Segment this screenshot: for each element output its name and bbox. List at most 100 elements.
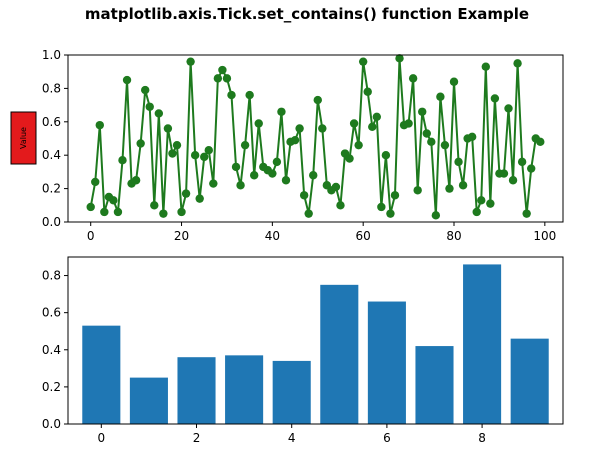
line-point	[377, 202, 386, 212]
line-point	[204, 145, 213, 155]
line-point	[209, 179, 218, 188]
line-point	[372, 112, 382, 121]
bar	[177, 357, 216, 424]
line-point	[449, 77, 459, 86]
line-point	[486, 199, 495, 208]
y-tick-label: 0.4	[42, 148, 61, 162]
line-point	[499, 169, 509, 178]
line-point	[336, 201, 345, 210]
bar	[320, 284, 359, 424]
line-point	[467, 132, 477, 142]
bar	[415, 346, 454, 424]
y-tick-label: 0.0	[42, 215, 61, 229]
line-point	[177, 207, 186, 217]
line-point	[299, 191, 309, 200]
line-point	[231, 162, 241, 172]
line-point	[95, 120, 104, 130]
line-point	[249, 171, 259, 180]
x-tick-label: 2	[193, 431, 201, 445]
line-point	[445, 184, 454, 193]
line-point	[404, 119, 413, 128]
line-point	[313, 95, 322, 105]
line-point	[309, 171, 318, 180]
line-point	[427, 137, 436, 147]
line-point	[254, 119, 263, 128]
line-point	[213, 74, 223, 83]
ylabel-box-text: Value	[19, 127, 28, 149]
line-point	[136, 139, 145, 148]
line-point	[181, 189, 191, 198]
bar-chart-axes: 0 2 4 6 8 0.0 0.2 0.4 0.6 0.8	[42, 256, 564, 445]
line-chart-axes: 0 20 40 60 80 100 0.0 0.2 0.4 0.6 0.8 1.0	[42, 48, 564, 243]
line-point	[159, 209, 168, 218]
line-point	[118, 156, 127, 165]
line-point	[386, 209, 395, 218]
x-tick-label: 4	[288, 431, 296, 445]
x-tick-label: 80	[446, 229, 461, 243]
x-tick-label: 0	[87, 229, 95, 243]
line-point	[195, 194, 204, 203]
bar	[367, 301, 406, 424]
line-point	[513, 59, 522, 68]
line-point	[141, 85, 150, 95]
line-point	[436, 92, 445, 101]
line-point	[190, 151, 200, 160]
line-point	[381, 151, 391, 160]
line-point	[240, 140, 250, 150]
line-point	[527, 164, 536, 173]
line-point	[304, 209, 313, 218]
line-point	[281, 176, 291, 185]
line-point	[145, 102, 154, 111]
line-point	[522, 209, 531, 218]
line-point	[91, 177, 100, 187]
line-series	[89, 58, 541, 216]
line-point	[440, 140, 450, 150]
line-point	[100, 207, 109, 217]
line-point	[245, 90, 254, 100]
line-point	[277, 107, 286, 116]
x-tick-label: 0	[97, 431, 105, 445]
line-point	[218, 65, 227, 75]
y-tick-label: 0.6	[42, 306, 61, 320]
bar	[272, 360, 311, 424]
line-point	[331, 182, 341, 192]
line-point	[504, 104, 513, 113]
line-point	[236, 181, 245, 190]
y-tick-label: 0.4	[42, 343, 61, 357]
x-tick-label: 60	[356, 229, 371, 243]
line-point	[508, 176, 518, 185]
line-point	[227, 90, 236, 100]
y-tick-label: 1.0	[42, 48, 61, 62]
line-point	[290, 135, 300, 145]
line-point	[154, 109, 164, 118]
x-tick-label: 6	[383, 431, 391, 445]
line-point	[131, 176, 141, 185]
line-point	[358, 57, 368, 66]
bar	[82, 325, 121, 424]
line-point	[490, 94, 500, 103]
y-tick-label: 0.8	[42, 81, 61, 95]
line-point	[472, 207, 481, 217]
line-point	[163, 124, 173, 133]
line-point	[458, 181, 468, 190]
line-point	[422, 129, 431, 138]
line-point	[536, 137, 545, 147]
bar	[510, 338, 549, 424]
bar	[463, 264, 502, 424]
line-point	[150, 201, 159, 210]
axes-frame	[67, 54, 564, 223]
line-point	[109, 196, 118, 205]
ylabel-box-background	[10, 111, 37, 165]
line-point	[431, 211, 441, 220]
y-tick-label: 0.8	[42, 269, 61, 283]
line-point	[477, 196, 486, 205]
line-point	[172, 140, 182, 150]
line-point	[122, 75, 132, 85]
axes-frame	[67, 256, 564, 425]
line-point	[390, 191, 400, 200]
y-tick-label: 0.2	[42, 380, 61, 394]
line-point	[517, 157, 527, 167]
line-point	[200, 152, 209, 162]
line-point	[272, 157, 282, 167]
